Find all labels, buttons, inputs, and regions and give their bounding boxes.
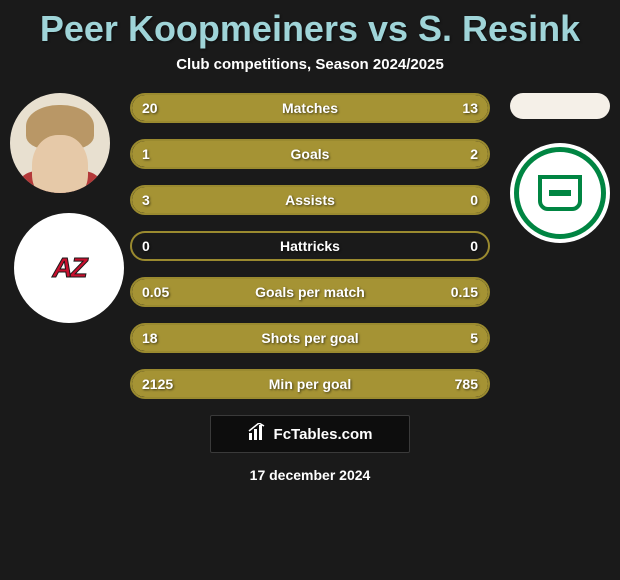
branding-text: FcTables.com	[274, 426, 373, 443]
stat-row: 20 13 Matches	[130, 93, 490, 123]
stat-value-left: 18	[142, 330, 158, 346]
snapshot-date: 17 december 2024	[0, 467, 620, 483]
stat-label: Goals	[291, 146, 330, 162]
stat-value-right: 2	[470, 146, 478, 162]
stat-value-right: 0	[470, 192, 478, 208]
stat-bars-container: 20 13 Matches 1 2 Goals 3 0 Assists 0 0 Hattricks 0.…	[130, 93, 490, 399]
stat-row: 3 0 Assists	[130, 185, 490, 215]
stat-label: Assists	[285, 192, 335, 208]
stat-value-left: 0	[142, 238, 150, 254]
stat-row: 2125 785 Min per goal	[130, 369, 490, 399]
chart-icon	[248, 423, 268, 446]
stat-value-right: 13	[462, 100, 478, 116]
stat-row: 18 5 Shots per goal	[130, 323, 490, 353]
stat-value-right: 0.15	[451, 284, 478, 300]
stat-label: Shots per goal	[261, 330, 358, 346]
stat-value-left: 1	[142, 146, 150, 162]
stat-value-left: 0.05	[142, 284, 169, 300]
stat-label: Goals per match	[255, 284, 365, 300]
branding-box: FcTables.com	[210, 415, 410, 453]
stat-value-right: 0	[470, 238, 478, 254]
stat-value-left: 2125	[142, 376, 173, 392]
player2-avatar	[510, 93, 610, 119]
player2-club-logo	[510, 143, 610, 243]
stat-label: Min per goal	[269, 376, 351, 392]
stat-value-left: 20	[142, 100, 158, 116]
az-logo-text: AZ	[52, 252, 85, 284]
stat-row: 0 0 Hattricks	[130, 231, 490, 261]
comparison-panel: AZ 20 13 Matches 1 2 Goals 3 0 Assists 0 0 Hattrick…	[0, 93, 620, 399]
player1-avatar	[10, 93, 110, 193]
stat-label: Matches	[282, 100, 338, 116]
stat-row: 0.05 0.15 Goals per match	[130, 277, 490, 307]
subtitle: Club competitions, Season 2024/2025	[0, 56, 620, 73]
stat-fill-right	[249, 141, 488, 167]
stat-label: Hattricks	[280, 238, 340, 254]
player1-club-logo: AZ	[14, 213, 124, 323]
groningen-logo-badge	[538, 175, 582, 211]
page-title: Peer Koopmeiners vs S. Resink	[0, 0, 620, 50]
stat-value-right: 5	[470, 330, 478, 346]
stat-value-right: 785	[455, 376, 478, 392]
stat-value-left: 3	[142, 192, 150, 208]
stat-row: 1 2 Goals	[130, 139, 490, 169]
groningen-logo-ring	[514, 147, 606, 239]
